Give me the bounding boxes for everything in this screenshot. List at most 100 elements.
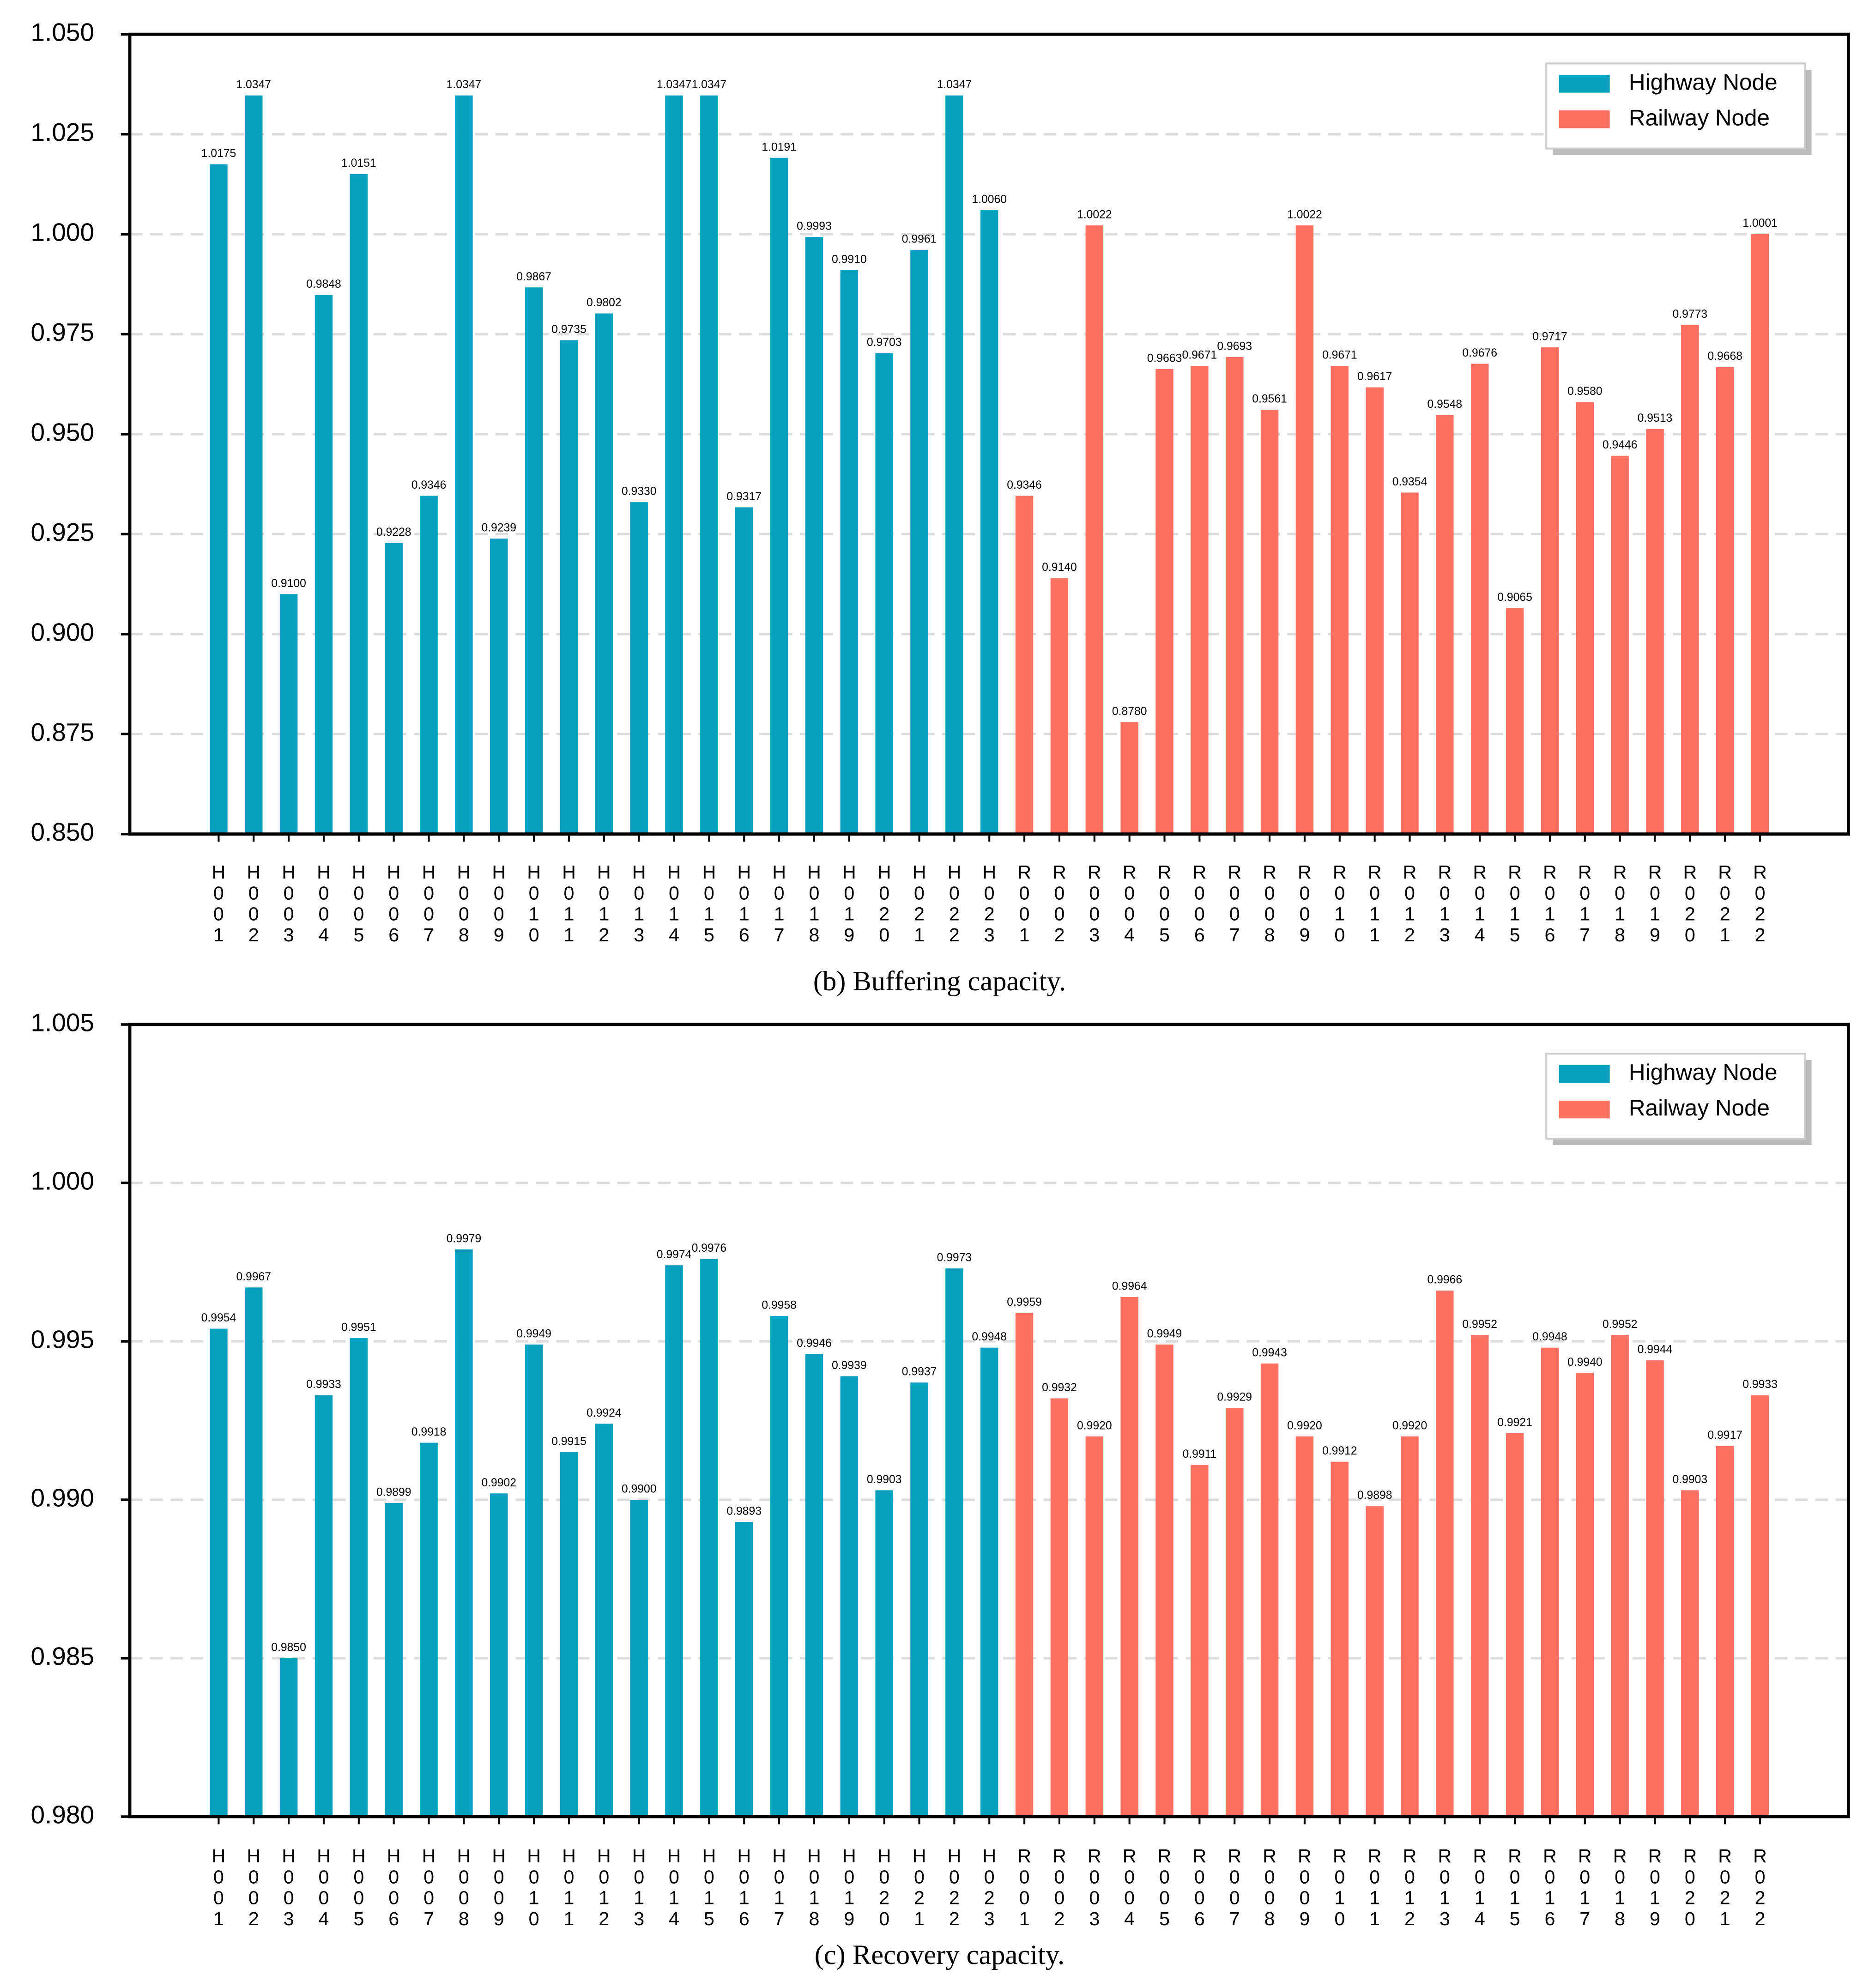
data-label: 0.9933 — [1742, 1378, 1778, 1391]
bar — [350, 174, 368, 834]
data-label: 0.9773 — [1673, 308, 1708, 321]
data-label: 0.9959 — [1007, 1296, 1042, 1309]
bar — [245, 1287, 263, 1817]
data-label: 0.9929 — [1217, 1391, 1252, 1404]
data-label: 1.0347 — [236, 79, 271, 91]
data-label: 0.9973 — [937, 1252, 972, 1264]
bar — [455, 95, 473, 834]
data-label: 0.9580 — [1567, 385, 1603, 398]
data-label: 0.9663 — [1147, 352, 1182, 364]
data-label: 0.9920 — [1077, 1419, 1112, 1432]
bar — [1085, 1436, 1104, 1817]
bar — [910, 249, 928, 834]
data-label: 0.9918 — [411, 1426, 447, 1438]
bar — [595, 313, 613, 834]
data-label: 0.9330 — [622, 485, 657, 498]
data-label: 0.9239 — [481, 521, 516, 534]
data-label: 0.9949 — [1147, 1327, 1182, 1340]
bar — [770, 158, 788, 834]
bar — [1716, 1446, 1734, 1817]
bar — [1155, 1344, 1173, 1817]
data-label: 0.9850 — [271, 1642, 306, 1654]
bar — [1331, 1461, 1349, 1817]
data-label: 0.9976 — [692, 1242, 727, 1255]
bar — [1716, 367, 1734, 834]
data-label: 0.9940 — [1567, 1356, 1603, 1369]
bar — [735, 507, 753, 834]
data-label: 1.0151 — [341, 157, 376, 170]
data-label: 0.9948 — [1532, 1331, 1567, 1343]
data-label: 0.9903 — [867, 1473, 902, 1486]
legend-swatch — [1559, 110, 1610, 128]
bar — [1260, 410, 1279, 834]
bar — [560, 340, 578, 834]
data-label: 0.9848 — [306, 278, 341, 291]
bar — [980, 210, 998, 834]
bar — [700, 1259, 718, 1817]
bar — [350, 1338, 368, 1817]
bar — [1225, 357, 1244, 834]
bar — [1085, 225, 1104, 834]
bar — [1541, 347, 1559, 834]
data-label: 0.9676 — [1462, 347, 1497, 359]
bar — [770, 1316, 788, 1817]
bar — [1050, 578, 1069, 834]
data-label: 1.0001 — [1742, 217, 1778, 230]
data-label: 1.0022 — [1077, 209, 1112, 221]
bar — [245, 95, 263, 834]
data-label: 1.0175 — [201, 147, 236, 160]
data-label: 0.9958 — [762, 1299, 797, 1312]
bar — [665, 1265, 683, 1817]
bar — [1015, 496, 1034, 834]
bar — [385, 543, 403, 834]
data-label: 0.9910 — [832, 254, 867, 266]
bar — [840, 270, 859, 834]
bar — [1366, 387, 1384, 834]
y-tick-label: 0.975 — [31, 318, 95, 346]
bar — [560, 1452, 578, 1817]
bar — [1191, 365, 1209, 834]
bar — [1191, 1465, 1209, 1817]
data-label: 1.0347 — [447, 79, 482, 91]
y-tick-label: 0.990 — [31, 1483, 95, 1512]
bar — [1646, 1360, 1664, 1817]
data-label: 0.9915 — [551, 1436, 587, 1448]
bar — [1155, 369, 1173, 834]
data-label: 0.9932 — [1042, 1382, 1077, 1394]
bar — [945, 1268, 963, 1817]
caption: (b) Buffering capacity. — [813, 966, 1066, 997]
bar — [420, 1443, 438, 1817]
bar — [455, 1249, 473, 1817]
data-label: 0.9933 — [306, 1378, 341, 1391]
data-label: 0.9948 — [972, 1331, 1007, 1343]
bar — [1576, 1373, 1594, 1817]
bar — [1681, 325, 1699, 834]
bar — [630, 502, 648, 834]
data-label: 0.9943 — [1252, 1347, 1287, 1359]
data-label: 0.9100 — [271, 577, 306, 590]
data-label: 0.9893 — [726, 1505, 762, 1518]
